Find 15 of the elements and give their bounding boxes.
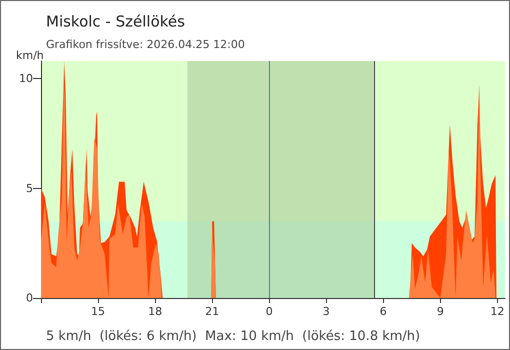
x-tick-label: 21 bbox=[205, 305, 220, 318]
y-tick-label: 10 bbox=[19, 72, 33, 86]
x-tick-label: 9 bbox=[436, 305, 444, 318]
chart-title: Miskolc - Széllökés bbox=[46, 12, 186, 30]
x-tick-label: 3 bbox=[322, 305, 330, 318]
x-tick-label: 15 bbox=[91, 305, 106, 318]
y-tick-label: 5 bbox=[26, 182, 33, 195]
x-tick-label: 6 bbox=[380, 305, 387, 318]
x-tick-label: 18 bbox=[148, 305, 162, 318]
chart-subtitle: Grafikon frissítve: 2026.04.25 12:00 bbox=[46, 38, 245, 51]
text: 5 km/h (lökés: 6 km/h) Max: 10 km/h (lökés: 10.8 km/h) bbox=[46, 329, 420, 344]
y-axis-title: km/h bbox=[16, 49, 44, 62]
x-tick-label: 0 bbox=[266, 305, 273, 318]
x-tick-label: 12 bbox=[490, 305, 504, 318]
y-tick-label: 0 bbox=[26, 292, 33, 304]
